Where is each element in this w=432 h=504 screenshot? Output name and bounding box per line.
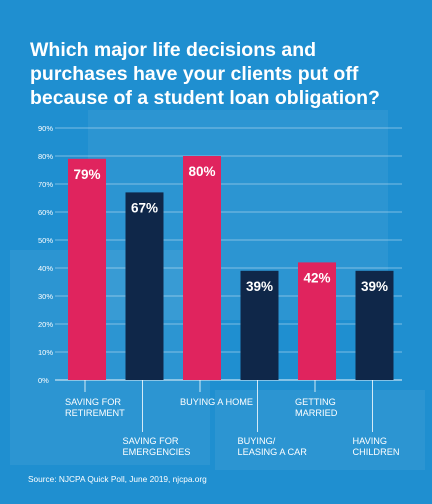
bar bbox=[68, 158, 106, 380]
title-line-3: because of a student loan obligation? bbox=[30, 87, 380, 109]
category-label: CHILDREN bbox=[353, 447, 400, 457]
category-label: BUYING A HOME bbox=[180, 397, 253, 407]
category-label: MARRIED bbox=[295, 408, 338, 418]
y-tick-label: 50% bbox=[38, 236, 53, 245]
bar-value-label: 39% bbox=[246, 279, 273, 294]
y-tick-label: 30% bbox=[38, 292, 53, 301]
y-tick-label: 20% bbox=[38, 320, 53, 329]
category-label: SAVING FOR bbox=[123, 436, 179, 446]
category-label: GETTING bbox=[295, 397, 336, 407]
bar bbox=[298, 262, 336, 380]
title-line-2: purchases have your clients put off bbox=[30, 63, 359, 85]
chart-title: Which major life decisions and purchases… bbox=[30, 38, 422, 110]
bar bbox=[125, 192, 164, 380]
source-note: Source: NJCPA Quick Poll, June 2019, njc… bbox=[28, 474, 207, 484]
y-tick-label: 70% bbox=[38, 180, 53, 189]
bar-value-label: 42% bbox=[303, 270, 330, 285]
category-label: RETIREMENT bbox=[65, 408, 125, 418]
bar-value-label: 67% bbox=[131, 200, 158, 215]
y-tick-label: 90% bbox=[38, 124, 53, 133]
title-line-1: Which major life decisions and bbox=[30, 39, 317, 61]
y-tick-label: 10% bbox=[38, 348, 53, 357]
bar-value-label: 39% bbox=[361, 279, 388, 294]
y-tick-label: 80% bbox=[38, 152, 53, 161]
background-panel-right bbox=[215, 390, 425, 470]
background-panel-lower bbox=[10, 250, 210, 465]
category-label: EMERGENCIES bbox=[123, 447, 191, 457]
bar bbox=[240, 270, 279, 380]
category-label: HAVING bbox=[353, 436, 388, 446]
y-tick-label: 60% bbox=[38, 208, 53, 217]
bar-value-label: 79% bbox=[73, 167, 100, 182]
category-label: LEASING A CAR bbox=[238, 447, 308, 457]
bar-value-label: 80% bbox=[188, 164, 215, 179]
bar bbox=[183, 156, 221, 380]
category-label: BUYING/ bbox=[238, 436, 276, 446]
y-tick-label: 40% bbox=[38, 264, 53, 273]
y-tick-label: 0% bbox=[38, 376, 49, 385]
category-label: SAVING FOR bbox=[65, 397, 121, 407]
bar bbox=[355, 270, 394, 380]
